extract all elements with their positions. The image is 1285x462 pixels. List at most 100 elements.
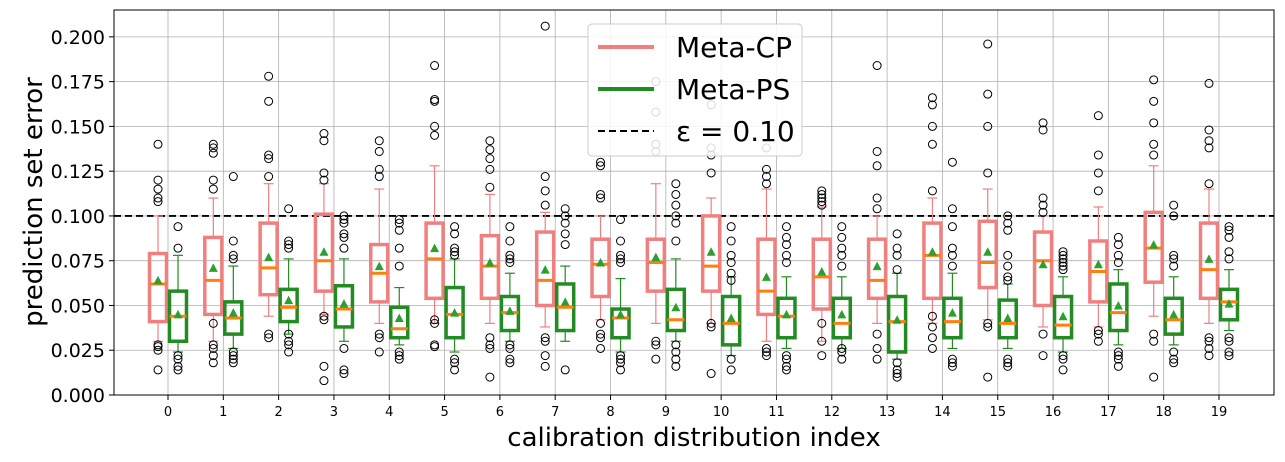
outlier-point <box>208 340 218 350</box>
outlier-point <box>208 175 218 185</box>
outlier-point <box>540 200 550 210</box>
outlier-point <box>339 211 349 221</box>
iqr-box <box>278 287 299 324</box>
outlier-point <box>781 250 791 260</box>
outlier-point <box>947 243 957 253</box>
outlier-point <box>1003 354 1013 364</box>
outlier-point <box>761 351 771 361</box>
box-meta-ps-9 <box>665 179 687 371</box>
iqr-box <box>610 307 631 340</box>
outlier-point <box>817 186 827 196</box>
y-tick-label: 0.200 <box>51 27 105 49</box>
outlier-point <box>983 121 993 131</box>
mean-marker <box>947 308 957 317</box>
outlier-point <box>394 243 404 253</box>
outlier-point <box>540 351 550 361</box>
box-meta-ps-6 <box>499 222 521 368</box>
outlier-point <box>560 229 570 239</box>
outlier-point <box>208 143 218 153</box>
y-tick-label: 0.050 <box>51 295 105 317</box>
outlier-point <box>173 351 183 361</box>
x-tick-label: 4 <box>385 405 393 420</box>
outlier-point <box>927 343 937 353</box>
legend-box <box>587 23 803 157</box>
outlier-point <box>837 354 847 364</box>
outlier-point <box>319 315 329 325</box>
outlier-point <box>339 243 349 253</box>
outlier-point <box>560 365 570 375</box>
legend-label-meta-ps: Meta-PS <box>676 73 790 106</box>
iqr-box <box>942 296 963 340</box>
outlier-point <box>872 61 882 71</box>
outlier-point <box>706 369 716 379</box>
outlier-point <box>872 204 882 214</box>
mean-marker <box>1038 259 1048 269</box>
box-meta-ps-12 <box>831 222 853 364</box>
iqr-box <box>333 284 355 329</box>
outlier-point <box>1113 361 1123 371</box>
outlier-point <box>983 39 993 49</box>
mean-marker <box>339 299 349 308</box>
outlier-point <box>781 365 791 375</box>
outlier-point <box>781 232 791 242</box>
box-meta-cp-6 <box>479 136 501 382</box>
box-meta-cp-1 <box>203 139 224 368</box>
box-meta-ps-4 <box>389 215 410 364</box>
outlier-point <box>706 322 716 332</box>
outlier-point <box>817 197 827 207</box>
outlier-point <box>671 211 681 221</box>
outlier-point <box>947 157 957 167</box>
mean-marker <box>430 243 440 253</box>
outlier-point <box>284 243 294 253</box>
outlier-point <box>947 222 957 232</box>
outlier-point <box>616 365 626 375</box>
box-meta-cp-14 <box>922 93 943 353</box>
outlier-point <box>1003 250 1013 260</box>
mean-marker <box>1169 309 1179 319</box>
outlier-point <box>560 218 570 228</box>
outlier-point <box>761 179 771 189</box>
outlier-point <box>485 164 495 174</box>
outlier-point <box>817 200 827 210</box>
iqr-box <box>700 214 722 293</box>
outlier-point <box>1224 222 1234 232</box>
outlier-point <box>817 336 827 346</box>
outlier-point <box>671 361 681 371</box>
outlier-point <box>450 250 460 260</box>
outlier-point <box>983 372 993 382</box>
outlier-point <box>1224 351 1234 361</box>
outlier-point <box>817 193 827 203</box>
iqr-box <box>147 251 169 324</box>
y-tick-label: 0.125 <box>51 161 105 183</box>
outlier-point <box>1058 257 1068 267</box>
outlier-point <box>1058 250 1068 260</box>
mean-marker <box>540 265 550 274</box>
iqr-box <box>811 237 833 311</box>
outlier-point <box>153 193 163 203</box>
outlier-point <box>761 164 771 174</box>
box-meta-ps-8 <box>610 215 631 375</box>
mean-marker <box>394 313 404 322</box>
box-meta-cp-2 <box>258 71 279 343</box>
outlier-point <box>651 336 661 346</box>
outlier-point <box>450 358 460 368</box>
outlier-point <box>1169 347 1179 357</box>
outlier-point <box>394 218 404 228</box>
iqr-box <box>665 287 687 333</box>
outlier-point <box>1038 193 1048 203</box>
outlier-point <box>560 240 570 250</box>
outlier-point <box>339 369 349 379</box>
mean-marker <box>485 257 495 267</box>
outlier-point <box>983 89 993 99</box>
mean-marker <box>892 315 902 324</box>
outlier-point <box>430 61 440 71</box>
outlier-point <box>596 333 606 343</box>
iqr-box <box>720 294 742 347</box>
outlier-point <box>927 93 937 103</box>
outlier-point <box>781 351 791 361</box>
outlier-point <box>450 229 460 239</box>
mean-marker <box>671 302 681 312</box>
outlier-point <box>706 318 716 328</box>
outlier-point <box>983 318 993 328</box>
